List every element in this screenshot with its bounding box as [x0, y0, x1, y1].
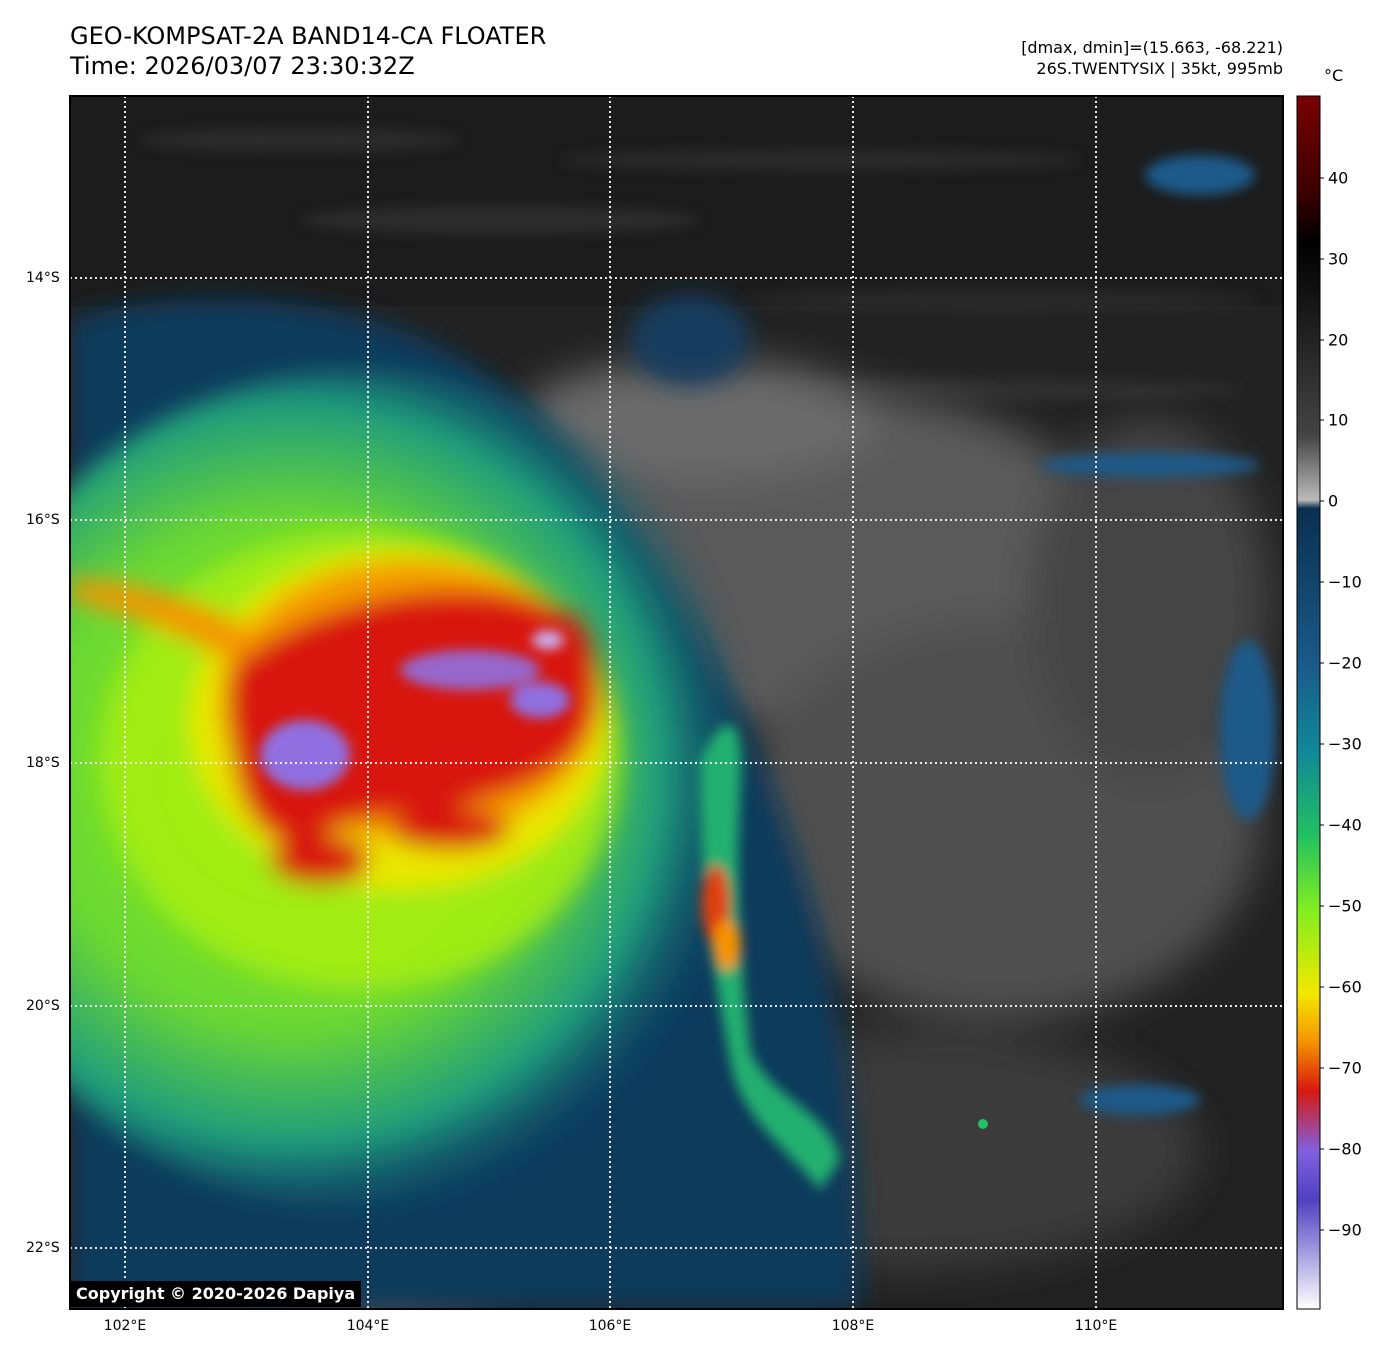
lat-label-18s: 18°S	[26, 755, 60, 771]
colorbar-tick-label: −40	[1328, 815, 1362, 835]
colorbar-tick-label: −30	[1328, 734, 1362, 754]
lat-label-16s: 16°S	[26, 512, 60, 528]
lat-label-14s: 14°S	[26, 270, 60, 286]
colorbar-unit: °C	[1324, 66, 1344, 85]
storm-info-label: 26S.TWENTYSIX | 35kt, 995mb	[1036, 59, 1283, 78]
colorbar-tick-label: −10	[1328, 572, 1362, 592]
colorbar-ticks	[1320, 177, 1324, 1231]
lon-label-106e: 106°E	[588, 1318, 632, 1334]
lat-label-20s: 20°S	[26, 998, 60, 1014]
colorbar-tick-label: −70	[1328, 1058, 1362, 1078]
map-frame	[69, 95, 1284, 1310]
title-time: Time: 2026/03/07 23:30:32Z	[70, 52, 415, 80]
lon-label-104e: 104°E	[346, 1318, 390, 1334]
colorbar-tick-label: 10	[1328, 410, 1349, 430]
lon-label-102e: 102°E	[103, 1318, 147, 1334]
title-satellite: GEO-KOMPSAT-2A BAND14-CA FLOATER	[70, 22, 547, 50]
colorbar-tick-label: 30	[1328, 249, 1349, 269]
colorbar-tick-label: −60	[1328, 977, 1362, 997]
copyright-label: Copyright © 2020-2026 Dapiya	[71, 1281, 362, 1307]
colorbar-tick-label: 40	[1328, 168, 1349, 188]
colorbar-tick-label: −50	[1328, 896, 1362, 916]
colorbar-tick-label: −80	[1328, 1139, 1362, 1159]
lon-label-108e: 108°E	[831, 1318, 875, 1334]
graticule	[70, 96, 1283, 1309]
data-range-label: [dmax, dmin]=(15.663, -68.221)	[1021, 38, 1283, 57]
lon-label-110e: 110°E	[1074, 1318, 1118, 1334]
satellite-imagery	[70, 96, 1283, 1309]
colorbar-tick-label: −90	[1328, 1220, 1362, 1240]
colorbar-tick-label: −20	[1328, 653, 1362, 673]
lat-label-22s: 22°S	[26, 1240, 60, 1256]
colorbar-tick-label: 20	[1328, 330, 1349, 350]
colorbar-tick-label: 0	[1328, 491, 1339, 511]
colorbar	[1296, 95, 1321, 1310]
